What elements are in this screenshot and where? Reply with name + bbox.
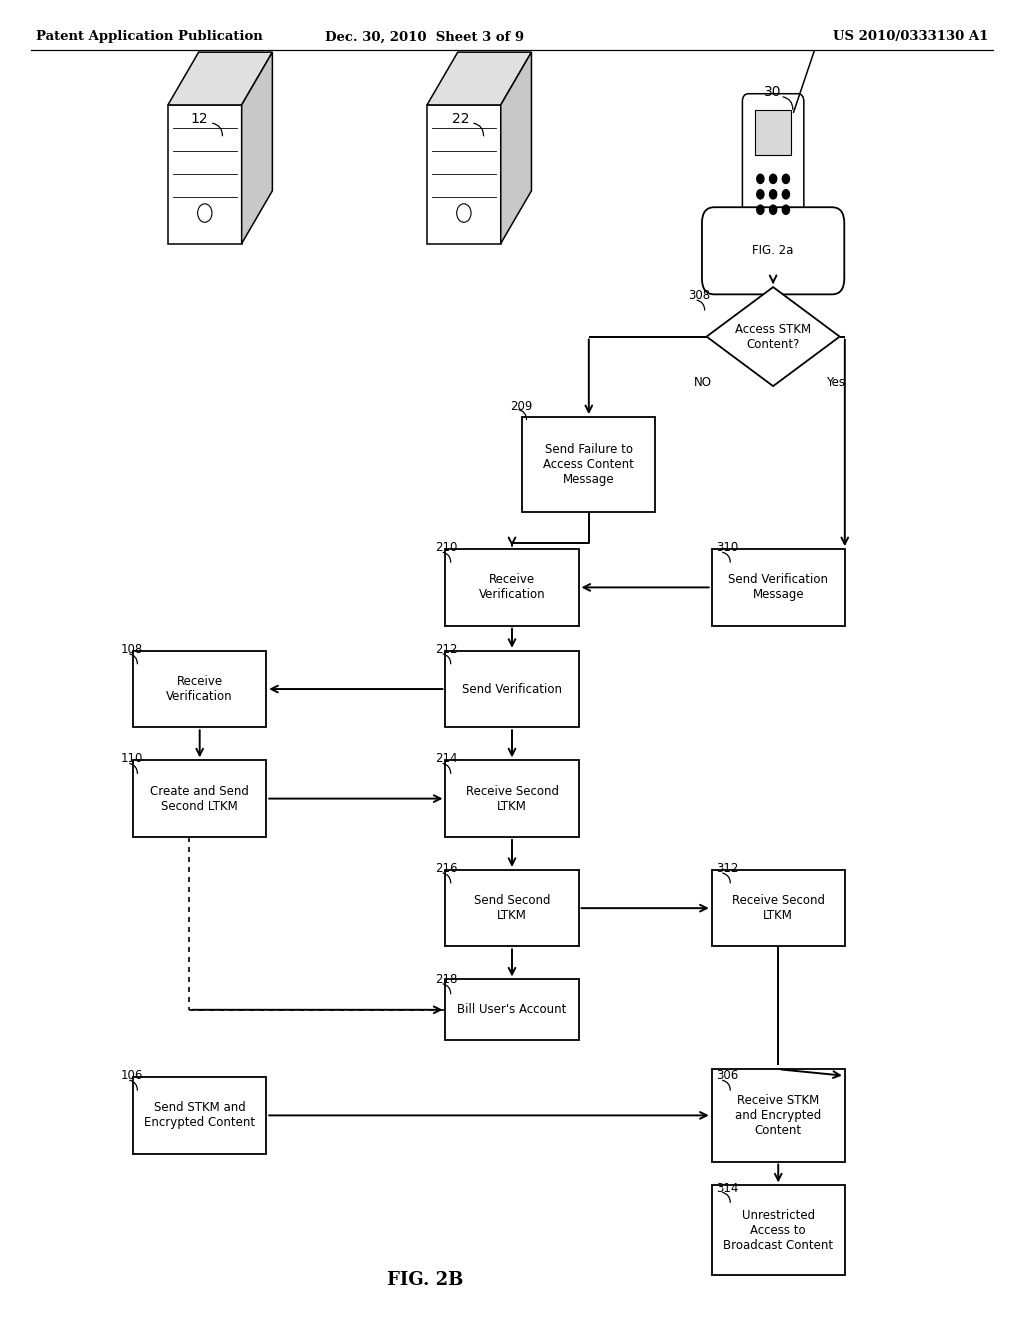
Text: Receive STKM
and Encrypted
Content: Receive STKM and Encrypted Content [735, 1094, 821, 1137]
Text: Yes: Yes [826, 376, 846, 389]
Polygon shape [168, 51, 272, 106]
Circle shape [757, 174, 764, 183]
Polygon shape [427, 51, 531, 106]
Text: 106: 106 [121, 1069, 143, 1082]
Text: 306: 306 [716, 1069, 738, 1082]
Circle shape [770, 174, 776, 183]
Bar [522, 417, 655, 512]
Text: 214: 214 [435, 752, 458, 766]
Bar [445, 549, 579, 626]
Text: US 2010/0333130 A1: US 2010/0333130 A1 [833, 30, 988, 44]
Polygon shape [242, 51, 272, 243]
Text: Create and Send
Second LTKM: Create and Send Second LTKM [151, 784, 249, 813]
Circle shape [782, 190, 790, 199]
Text: 310: 310 [716, 541, 738, 554]
Text: 108: 108 [121, 643, 143, 656]
Text: 210: 210 [435, 541, 458, 554]
Text: 212: 212 [435, 643, 458, 656]
Circle shape [770, 205, 776, 214]
Bar [133, 760, 266, 837]
Bar [712, 1069, 845, 1162]
Text: Send Failure to
Access Content
Message: Send Failure to Access Content Message [544, 444, 634, 486]
Text: 209: 209 [510, 400, 532, 413]
Text: Patent Application Publication: Patent Application Publication [36, 30, 262, 44]
Circle shape [782, 205, 790, 214]
Circle shape [770, 190, 776, 199]
Text: Receive
Verification: Receive Verification [166, 675, 233, 704]
Text: Receive
Verification: Receive Verification [478, 573, 546, 602]
Text: Dec. 30, 2010  Sheet 3 of 9: Dec. 30, 2010 Sheet 3 of 9 [326, 30, 524, 44]
Circle shape [757, 205, 764, 214]
Text: 308: 308 [688, 289, 711, 302]
Text: Access STKM
Content?: Access STKM Content? [735, 322, 811, 351]
Text: Receive Second
LTKM: Receive Second LTKM [732, 894, 824, 923]
Text: 30: 30 [764, 86, 782, 99]
Text: 216: 216 [435, 862, 458, 875]
Bar [133, 1077, 266, 1154]
Circle shape [782, 174, 790, 183]
Bar [756, 110, 791, 156]
Text: Receive Second
LTKM: Receive Second LTKM [466, 784, 558, 813]
Polygon shape [707, 288, 840, 385]
Bar [712, 549, 845, 626]
Text: Unrestricted
Access to
Broadcast Content: Unrestricted Access to Broadcast Content [723, 1209, 834, 1251]
FancyBboxPatch shape [742, 94, 804, 228]
Bar [445, 979, 579, 1040]
Text: Send Second
LTKM: Send Second LTKM [474, 894, 550, 923]
Text: 312: 312 [716, 862, 738, 875]
Text: 22: 22 [452, 112, 470, 125]
Text: 110: 110 [121, 752, 143, 766]
Text: Send STKM and
Encrypted Content: Send STKM and Encrypted Content [144, 1101, 255, 1130]
Text: 314: 314 [716, 1181, 738, 1195]
Circle shape [757, 190, 764, 199]
Bar [168, 106, 242, 243]
Bar [712, 870, 845, 946]
Polygon shape [501, 51, 531, 243]
Text: 12: 12 [190, 112, 209, 125]
Bar [712, 1185, 845, 1275]
Text: Send Verification
Message: Send Verification Message [728, 573, 828, 602]
Bar [445, 760, 579, 837]
Text: NO: NO [694, 376, 713, 389]
Text: FIG. 2a: FIG. 2a [753, 244, 794, 257]
Text: Bill User's Account: Bill User's Account [458, 1003, 566, 1016]
FancyBboxPatch shape [702, 207, 844, 294]
Bar [445, 870, 579, 946]
Text: 218: 218 [435, 973, 458, 986]
Bar [427, 106, 501, 243]
Bar [133, 651, 266, 727]
Text: Send Verification: Send Verification [462, 682, 562, 696]
Bar [445, 651, 579, 727]
Text: FIG. 2B: FIG. 2B [387, 1271, 463, 1290]
